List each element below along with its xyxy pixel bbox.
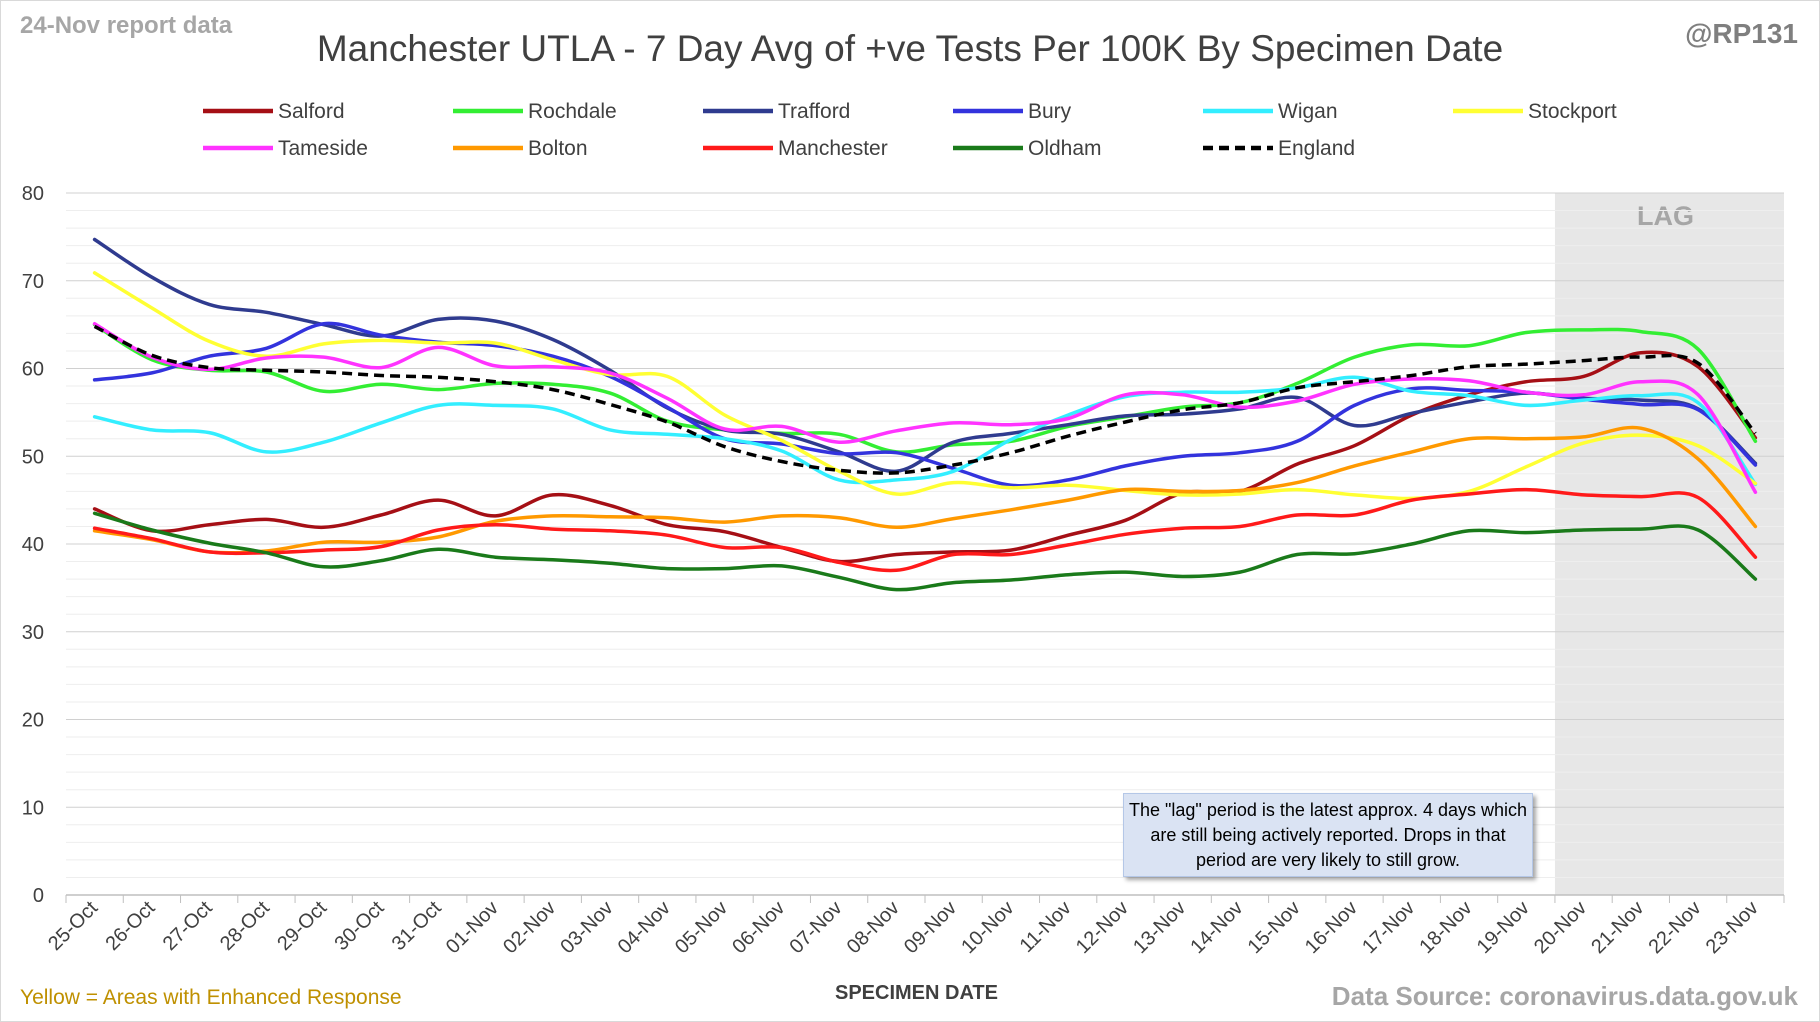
series-line-england [93,324,1757,475]
legend-entry-trafford: Trafford [703,100,850,123]
legend-entry-stockport: Stockport [1453,100,1617,123]
chart-title: Manchester UTLA - 7 Day Avg of +ve Tests… [316,28,1504,69]
legend-entry-england: England [1203,137,1355,160]
legend-entry-oldham: Oldham [953,137,1102,160]
series-line-tameside [92,321,1758,494]
x-tick-label: 22-Nov [1644,897,1705,958]
legend-entry-manchester: Manchester [703,137,888,160]
legend-entry-bury: Bury [953,100,1072,123]
x-tick-label: 15-Nov [1244,897,1305,958]
x-tick-label: 14-Nov [1186,897,1247,958]
series-line-stockport [92,271,1758,501]
series-line-rochdale [92,322,1758,454]
enhanced-response-note: Yellow = Areas with Enhanced Response [20,986,402,1009]
x-tick-label: 31-Oct [388,897,446,955]
x-tick-label: 20-Nov [1530,897,1591,958]
x-tick-label: 21-Nov [1587,897,1648,958]
legend-label: Rochdale [528,100,617,123]
x-tick-label: 23-Nov [1702,897,1763,958]
data-source-label: Data Source: coronavirus.data.gov.uk [1331,981,1798,1011]
y-tick-label: 20 [22,710,44,732]
y-tick-label: 50 [22,446,44,468]
series-line-manchester [92,487,1758,573]
x-tick-label: 05-Nov [671,897,732,958]
y-tick-label: 60 [22,359,44,381]
x-tick-label: 17-Nov [1358,897,1419,958]
series-line-bury [92,321,1758,488]
x-tick-label: 26-Oct [101,897,159,955]
y-tick-label: 80 [22,183,44,205]
legend: Salford Rochdale Trafford Bury Wigan Stockpor… [203,100,1617,160]
legend-label: England [1278,137,1355,160]
legend-label: Trafford [778,100,850,123]
legend-entry-bolton: Bolton [453,137,588,160]
x-tick-label: 29-Oct [273,897,331,955]
legend-label: Wigan [1278,100,1338,123]
legend-entry-rochdale: Rochdale [453,100,617,123]
series-line-oldham [92,511,1758,592]
x-tick-label: 01-Nov [442,897,503,958]
y-tick-label: 10 [22,797,44,819]
x-tick-label: 02-Nov [499,897,560,958]
legend-entry-wigan: Wigan [1203,100,1338,123]
legend-entry-salford: Salford [203,100,345,123]
x-tick-label: 11-Nov [1016,897,1076,957]
legend-label: Manchester [778,137,888,160]
x-tick-label: 16-Nov [1301,897,1362,958]
legend-label: Stockport [1528,100,1617,123]
x-tick-label: 12-Nov [1072,897,1133,958]
x-tick-label: 06-Nov [728,897,789,958]
legend-label: Tameside [278,137,368,160]
y-tick-label: 70 [22,271,44,293]
x-tick-label: 09-Nov [900,897,961,958]
legend-label: Bury [1028,100,1072,123]
x-tick-label: 03-Nov [556,897,617,958]
x-tick-label: 04-Nov [614,897,675,958]
y-tick-label: 0 [33,885,44,907]
x-tick-label: 07-Nov [785,897,846,958]
x-tick-label: 27-Oct [159,897,217,955]
y-tick-label: 40 [22,534,44,556]
x-tick-label: 19-Nov [1473,897,1534,958]
x-tick-label: 10-Nov [957,897,1018,958]
x-tick-label: 08-Nov [843,897,904,958]
legend-label: Bolton [528,137,588,160]
x-tick-label: 18-Nov [1415,897,1476,958]
legend-label: Oldham [1028,137,1102,160]
lag-label: LAG [1637,201,1694,231]
author-handle: @RP131 [1685,18,1798,49]
series-lines [92,237,1758,592]
lag-annotation-box: The "lag" period is the latest approx. 4… [1123,793,1533,877]
x-tick-label: 28-Oct [216,897,274,955]
x-tick-label: 30-Oct [330,897,388,955]
legend-label: Salford [278,100,345,123]
y-tick-label: 30 [22,622,44,644]
report-date-label: 24-Nov report data [20,12,233,39]
gridlines [66,192,1784,878]
x-axis-title: SPECIMEN DATE [835,982,998,1004]
legend-entry-tameside: Tameside [203,137,368,160]
series-line-wigan [92,375,1758,487]
x-tick-label: 13-Nov [1129,897,1190,958]
series-line-bolton [92,425,1758,555]
x-tick-label: 25-Oct [44,897,102,955]
